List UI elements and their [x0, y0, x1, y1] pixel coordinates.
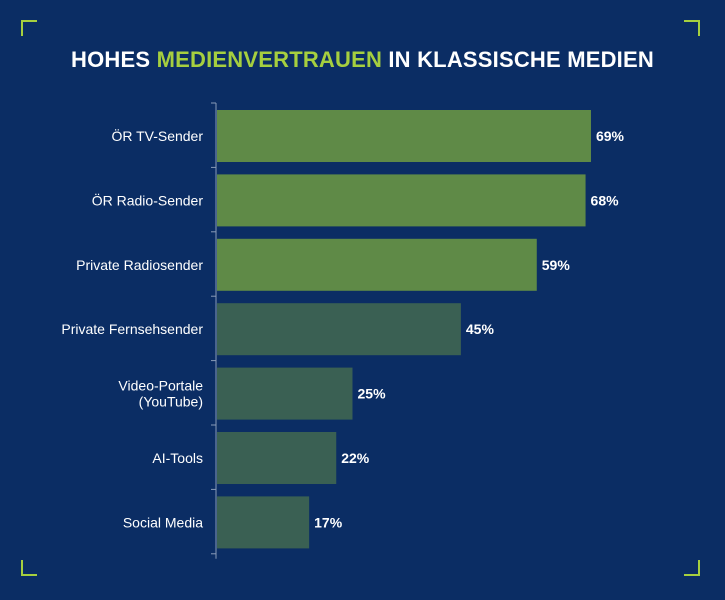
title-part-2: IN KLASSISCHE MEDIEN — [382, 47, 654, 72]
data-label: 59% — [542, 257, 571, 273]
title-part-1: HOHES — [71, 47, 157, 72]
data-label: 17% — [314, 514, 343, 530]
category-label: Private Radiosender — [76, 257, 203, 273]
data-label: 25% — [358, 386, 387, 402]
chart-title: HOHES MEDIENVERTRAUEN IN KLASSISCHE MEDI… — [0, 47, 725, 73]
category-label: Social Media — [123, 514, 203, 530]
corner-bracket-bottom-right — [684, 560, 700, 576]
data-label: 22% — [341, 450, 370, 466]
category-label: ÖR TV-Sender — [111, 127, 203, 144]
data-label: 45% — [466, 321, 495, 337]
bar — [217, 303, 461, 356]
bar — [217, 432, 337, 484]
category-label: ÖR Radio-Sender — [92, 191, 204, 208]
category-label: Private Fernsehsender — [61, 321, 203, 337]
data-label: 68% — [591, 192, 620, 208]
corner-bracket-top-left — [21, 20, 37, 36]
bar — [217, 110, 591, 162]
bar — [217, 496, 310, 549]
bar — [217, 238, 537, 291]
bar — [217, 174, 586, 227]
data-label: 69% — [596, 128, 625, 144]
corner-bracket-bottom-left — [21, 560, 37, 576]
title-highlight: MEDIENVERTRAUEN — [156, 47, 383, 72]
category-label: AI-Tools — [152, 450, 203, 466]
bar — [217, 367, 353, 420]
corner-bracket-top-right — [684, 20, 700, 36]
category-label: Video-Portale (YouTube) — [118, 378, 203, 410]
